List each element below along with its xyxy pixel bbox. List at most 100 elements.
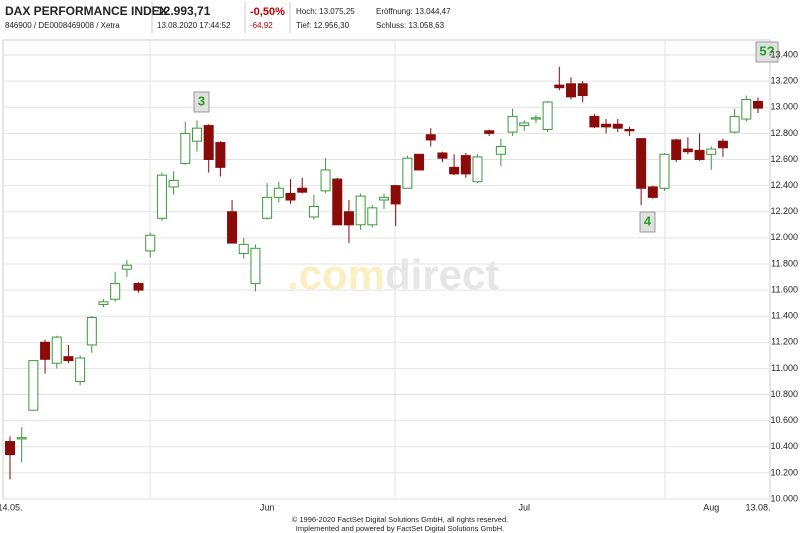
candle-body [379,196,389,201]
candle-body [753,100,763,109]
candle-body [262,196,273,219]
candle-body [250,247,261,285]
candle-body [390,185,401,205]
candle-body [121,264,132,270]
day-low: Tief: 12.956,30 [296,21,350,30]
candle-body [671,139,682,161]
change-abs: -64,92 [250,21,273,30]
candle-body [507,115,518,133]
candle-body [601,123,612,128]
y-tick-label: 13.200 [770,76,798,86]
candle-body [63,356,74,362]
annotation: 4 [644,213,652,228]
change-pct: -0,50% [250,6,285,18]
candle-body [110,283,121,300]
y-tick-label: 11.200 [771,337,798,347]
candle-body [133,283,144,291]
candle-body [484,130,495,134]
x-tick-label: Aug [703,502,719,512]
candle-body [192,127,202,142]
candle-body [425,134,436,141]
candle-body [180,132,191,164]
candle-body [156,174,167,219]
candle-body [542,101,553,130]
candle-body [227,211,238,244]
day-close: Schluss: 13.058,63 [376,21,445,30]
candle-body [320,169,331,192]
annotation-box [193,91,210,113]
candle-body [75,357,86,382]
candle-body [437,152,448,159]
candles [5,66,763,480]
y-tick-label: 11.600 [771,284,798,294]
x-tick-label: 14.05. [0,502,23,512]
candle-body [636,138,647,189]
grid [3,54,770,500]
y-tick-label: 13.400 [770,49,798,59]
y-tick-label: 11.800 [771,258,798,268]
annotation-box [639,211,656,233]
x-tick-label: Jul [518,502,530,512]
candle-body [203,125,214,161]
candle-body [297,187,308,193]
title: DAX PERFORMANCE INDEX [5,4,168,18]
y-tick-label: 10.200 [770,467,798,477]
y-tick-label: 10.800 [770,389,798,399]
candle-body [566,83,576,98]
candle-body [355,195,366,226]
candle-body [86,317,97,346]
watermark: direct [385,251,499,298]
candle-body [5,441,15,456]
y-tick-label: 11.400 [771,311,798,321]
candle-body [145,234,156,252]
y-tick-label: 12.800 [770,128,798,138]
subtitle: 846900 / DE0008469008 / Xetra [5,21,120,30]
candle-body [285,192,296,201]
candle-body [495,145,506,155]
y-tick-label: 11.000 [771,363,798,373]
y-tick-label: 12.000 [770,232,798,242]
candle-body [414,153,425,171]
y-tick-label: 12.600 [770,154,798,164]
y-tick-label: 12.400 [770,180,798,190]
candle-body [449,166,460,175]
candle-body [647,186,658,198]
candle-body [530,117,541,120]
candle-body [98,301,109,305]
candle-body [706,148,717,155]
x-tick-label: Jun [260,502,275,512]
y-tick-label: 13.000 [770,102,798,112]
footer: © 1996-2020 FactSet Digital Solutions Gm… [292,515,508,524]
day-high: Hoch: 13.075,25 [296,7,355,16]
candle-body [612,123,623,129]
y-tick-label: 10.600 [770,415,798,425]
candle-body [682,148,693,153]
y-tick-label: 10.000 [770,493,798,503]
watermark: .com [287,251,385,298]
candle-body [273,187,284,198]
candle-body [343,211,354,226]
candle-body [624,128,635,132]
day-open: Eröffnung: 13.044,47 [376,7,451,16]
annotation: 3 [198,93,205,108]
candle-body [519,122,530,127]
annotation-box [755,41,779,63]
x-tick-label: 13.08. [745,502,770,512]
candle-body [577,83,588,97]
candle-body [168,179,179,188]
candle-body [367,207,378,226]
candle-body [402,157,413,189]
candle-body [40,341,51,360]
annotation: 5? [759,43,774,58]
candle-body [51,336,62,364]
candle-body [472,156,483,183]
candle-body [659,153,670,189]
candle-body [16,437,27,440]
candle-body [741,98,752,120]
price: 12.993,71 [157,4,211,18]
candle-body [554,84,565,89]
candle-body [589,115,600,128]
y-tick-label: 10.400 [770,441,798,451]
